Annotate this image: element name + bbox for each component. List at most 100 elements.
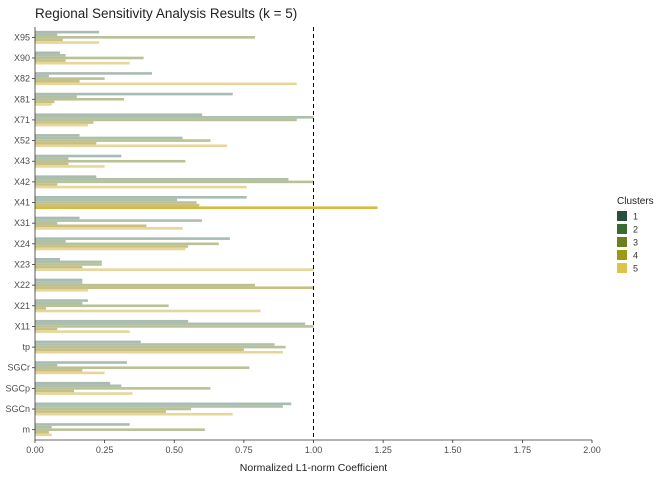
bar-tp-cluster-3	[35, 345, 286, 349]
x-tick-label: 1.25	[374, 445, 392, 455]
y-tick-label: tp	[22, 342, 30, 352]
bar-X90-cluster-2	[35, 54, 66, 57]
legend-swatch-3	[617, 237, 627, 247]
bar-X22-cluster-4	[35, 286, 314, 290]
bar-X42-cluster-3	[35, 180, 314, 184]
bar-X24-cluster-5	[35, 247, 186, 251]
bar-X42-cluster-5	[35, 185, 247, 189]
bar-X52-cluster-1	[35, 134, 80, 137]
y-tick-label: X95	[14, 32, 30, 42]
bar-X11-cluster-5	[35, 330, 130, 333]
bar-X81-cluster-5	[35, 103, 52, 106]
bar-X90-cluster-4	[35, 59, 66, 62]
bar-tp-cluster-4	[35, 348, 244, 351]
y-tick-label: X41	[14, 198, 30, 208]
x-axis: 0.00 0.25 0.50 0.75 1.00 1.25 1.50 1.75 2.00	[26, 439, 601, 455]
bar-X81-cluster-2	[35, 95, 77, 98]
bar-X52-cluster-5	[35, 144, 228, 148]
y-tick-label: X23	[14, 259, 30, 269]
bar-X22-cluster-2	[35, 281, 83, 284]
bar-tp-cluster-2	[35, 343, 275, 346]
bar-m-cluster-1	[35, 423, 130, 426]
legend-label-4: 4	[633, 251, 638, 261]
y-tick-label: X21	[14, 301, 30, 311]
bar-X11-cluster-3	[35, 325, 314, 328]
bar-m-cluster-2	[35, 425, 52, 429]
bar-X31-cluster-1	[35, 216, 80, 220]
bar-X31-cluster-2	[35, 219, 203, 222]
bar-X71-cluster-1	[35, 113, 203, 117]
y-tick-label: X42	[14, 177, 30, 187]
bar-X71-cluster-3	[35, 118, 297, 122]
x-tick-label: 0.50	[165, 445, 183, 455]
bar-X90-cluster-5	[35, 61, 130, 65]
bar-X43-cluster-5	[35, 165, 105, 168]
bar-X21-cluster-4	[35, 307, 47, 310]
bar-SGCn-cluster-2	[35, 405, 283, 408]
bar-m-cluster-3	[35, 428, 205, 431]
y-tick-label: X71	[14, 115, 30, 125]
bars-layer	[35, 30, 378, 437]
bar-SGCp-cluster-5	[35, 392, 133, 395]
x-tick-label: 1.00	[305, 445, 323, 455]
y-tick-label: X24	[14, 239, 30, 249]
legend-swatch-4	[617, 250, 627, 260]
bar-X82-cluster-1	[35, 72, 152, 75]
bar-X31-cluster-3	[35, 221, 58, 225]
bar-SGCr-cluster-4	[35, 369, 83, 372]
bar-X24-cluster-3	[35, 242, 219, 246]
bar-X43-cluster-2	[35, 157, 69, 160]
bar-X71-cluster-4	[35, 121, 94, 124]
bar-tp-cluster-1	[35, 340, 141, 344]
y-tick-label: X31	[14, 218, 30, 228]
bar-SGCp-cluster-3	[35, 387, 211, 390]
bar-X71-cluster-2	[35, 116, 314, 119]
x-tick-label: 2.00	[583, 445, 601, 455]
bar-X11-cluster-2	[35, 322, 306, 326]
bar-X43-cluster-1	[35, 154, 122, 158]
bar-X41-cluster-5	[35, 206, 378, 210]
bar-SGCp-cluster-1	[35, 381, 111, 385]
bar-X42-cluster-4	[35, 183, 58, 186]
bar-X42-cluster-1	[35, 175, 97, 178]
bar-X41-cluster-1	[35, 196, 247, 199]
bar-X81-cluster-1	[35, 92, 233, 96]
legend-label-5: 5	[633, 264, 638, 274]
bar-X22-cluster-3	[35, 283, 256, 287]
y-tick-label: SGCr	[8, 363, 31, 373]
bar-X21-cluster-2	[35, 301, 83, 305]
bar-X95-cluster-5	[35, 41, 100, 44]
y-tick-label: m	[23, 425, 31, 435]
bar-X52-cluster-4	[35, 141, 97, 145]
bar-X22-cluster-5	[35, 289, 88, 292]
y-tick-label: SGCp	[5, 383, 30, 393]
bar-m-cluster-4	[35, 430, 49, 434]
legend-swatch-1	[617, 211, 627, 221]
bar-X23-cluster-1	[35, 257, 61, 261]
bar-SGCn-cluster-4	[35, 410, 166, 413]
bar-X21-cluster-5	[35, 309, 261, 313]
bar-X82-cluster-3	[35, 77, 105, 80]
bar-SGCn-cluster-5	[35, 412, 233, 416]
bar-X52-cluster-2	[35, 136, 183, 140]
bar-X22-cluster-1	[35, 278, 83, 282]
legend-label-3: 3	[633, 238, 638, 248]
bar-X43-cluster-3	[35, 159, 186, 163]
y-axis: X95 X90 X82 X81 X71 X52 X43 X42 X41 X31 X24 X23 X22 X…	[5, 27, 36, 440]
bar-X21-cluster-1	[35, 299, 88, 302]
bar-SGCr-cluster-3	[35, 366, 250, 370]
bar-X81-cluster-4	[35, 100, 55, 104]
bar-X31-cluster-5	[35, 227, 183, 230]
bar-X82-cluster-5	[35, 82, 297, 86]
bar-X23-cluster-4	[35, 265, 83, 269]
bar-SGCr-cluster-2	[35, 363, 58, 367]
bar-X41-cluster-3	[35, 201, 197, 204]
bar-SGCp-cluster-2	[35, 384, 122, 388]
legend-label-2: 2	[633, 225, 638, 235]
bar-X11-cluster-4	[35, 327, 58, 331]
bar-X95-cluster-4	[35, 38, 63, 42]
y-tick-label: X81	[14, 94, 30, 104]
bar-X31-cluster-4	[35, 224, 147, 228]
bar-X21-cluster-3	[35, 304, 169, 308]
